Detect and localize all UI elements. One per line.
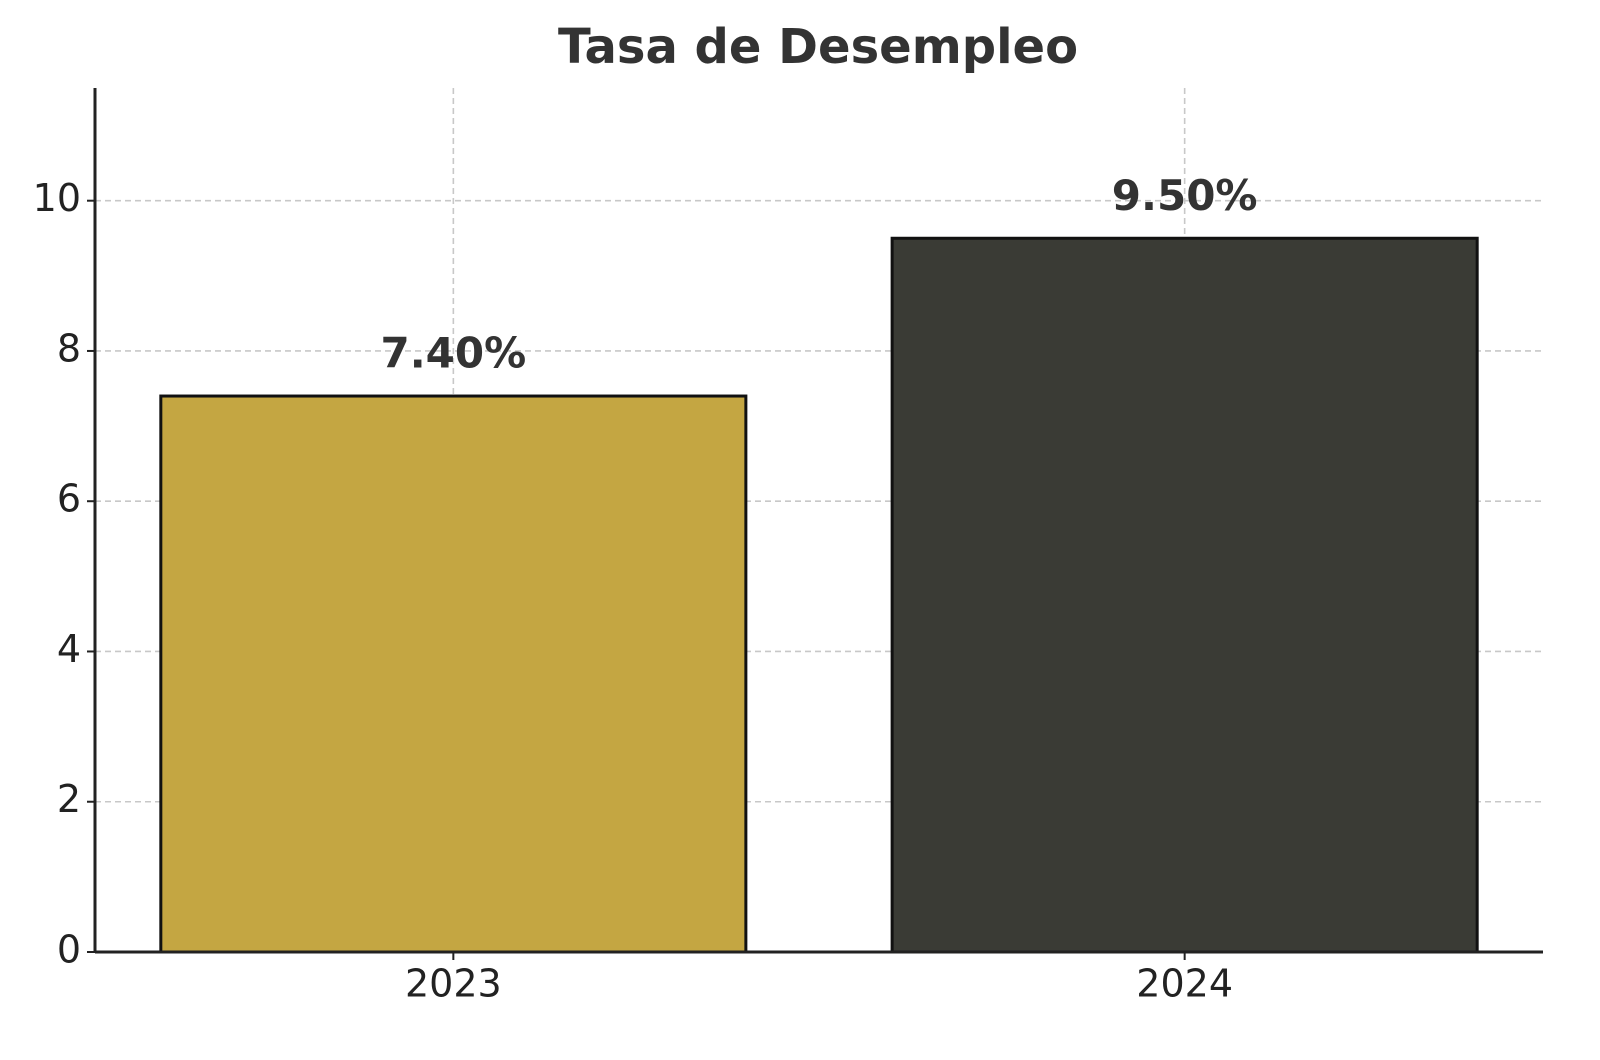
y-tick-label: 2 xyxy=(57,777,81,821)
y-tick-label: 4 xyxy=(57,627,81,671)
chart-title: Tasa de Desempleo xyxy=(558,19,1078,75)
x-tick-label: 2023 xyxy=(405,962,502,1006)
y-tick-label: 0 xyxy=(57,928,81,972)
value-label: 9.50% xyxy=(1112,171,1258,220)
y-tick-label: 8 xyxy=(57,326,81,370)
bar xyxy=(159,394,748,954)
y-tick-label: 10 xyxy=(33,176,81,220)
x-tick-label: 2024 xyxy=(1136,962,1233,1006)
y-tick-label: 6 xyxy=(57,477,81,521)
value-label: 7.40% xyxy=(380,329,526,378)
bar xyxy=(890,236,1479,954)
